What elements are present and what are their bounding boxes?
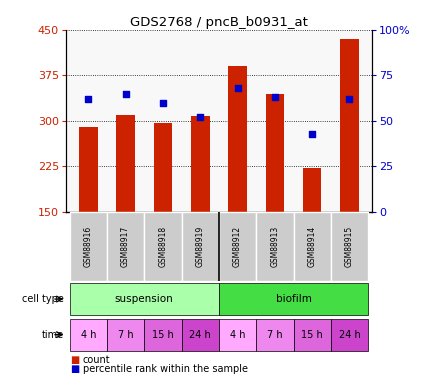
Text: 4 h: 4 h	[230, 330, 245, 340]
Point	[272, 94, 278, 100]
Bar	[256, 212, 294, 281]
Text: 7 h: 7 h	[267, 330, 283, 340]
Bar	[219, 319, 256, 351]
Bar	[340, 39, 359, 212]
Text: cell type: cell type	[22, 294, 64, 304]
Title: GDS2768 / pncB_b0931_at: GDS2768 / pncB_b0931_at	[130, 16, 308, 29]
Bar	[219, 212, 256, 281]
Bar	[256, 319, 294, 351]
Bar	[294, 319, 331, 351]
Text: suspension: suspension	[115, 294, 174, 304]
Bar	[294, 212, 331, 281]
Bar	[228, 66, 247, 212]
Point	[309, 130, 316, 136]
Text: GSM88914: GSM88914	[308, 226, 317, 267]
Text: count: count	[83, 355, 110, 365]
Text: 7 h: 7 h	[118, 330, 133, 340]
Text: time: time	[42, 330, 64, 340]
Bar	[153, 123, 172, 212]
Text: 24 h: 24 h	[339, 330, 360, 340]
Bar	[144, 212, 181, 281]
Text: GSM88913: GSM88913	[270, 226, 279, 267]
Text: GSM88918: GSM88918	[159, 226, 167, 267]
Bar	[181, 212, 219, 281]
Text: GSM88915: GSM88915	[345, 226, 354, 267]
Bar	[181, 319, 219, 351]
Text: ■: ■	[70, 364, 79, 374]
Text: GSM88916: GSM88916	[84, 226, 93, 267]
Bar	[107, 212, 144, 281]
Bar	[70, 283, 219, 315]
Text: 15 h: 15 h	[152, 330, 174, 340]
Point	[197, 114, 204, 120]
Text: GSM88912: GSM88912	[233, 226, 242, 267]
Bar	[116, 115, 135, 212]
Text: 15 h: 15 h	[301, 330, 323, 340]
Point	[85, 96, 92, 102]
Bar	[219, 283, 368, 315]
Point	[159, 100, 166, 106]
Bar	[191, 116, 210, 212]
Bar	[144, 319, 181, 351]
Text: biofilm: biofilm	[275, 294, 312, 304]
Text: percentile rank within the sample: percentile rank within the sample	[83, 364, 248, 374]
Bar	[303, 168, 321, 212]
Text: 24 h: 24 h	[190, 330, 211, 340]
Bar	[70, 212, 107, 281]
Point	[346, 96, 353, 102]
Text: 4 h: 4 h	[80, 330, 96, 340]
Text: GSM88917: GSM88917	[121, 226, 130, 267]
Bar	[331, 212, 368, 281]
Point	[122, 91, 129, 97]
Bar	[266, 94, 284, 212]
Text: GSM88919: GSM88919	[196, 226, 205, 267]
Bar	[79, 127, 98, 212]
Bar	[107, 319, 144, 351]
Bar	[331, 319, 368, 351]
Point	[234, 85, 241, 91]
Bar	[70, 319, 107, 351]
Text: ■: ■	[70, 355, 79, 365]
